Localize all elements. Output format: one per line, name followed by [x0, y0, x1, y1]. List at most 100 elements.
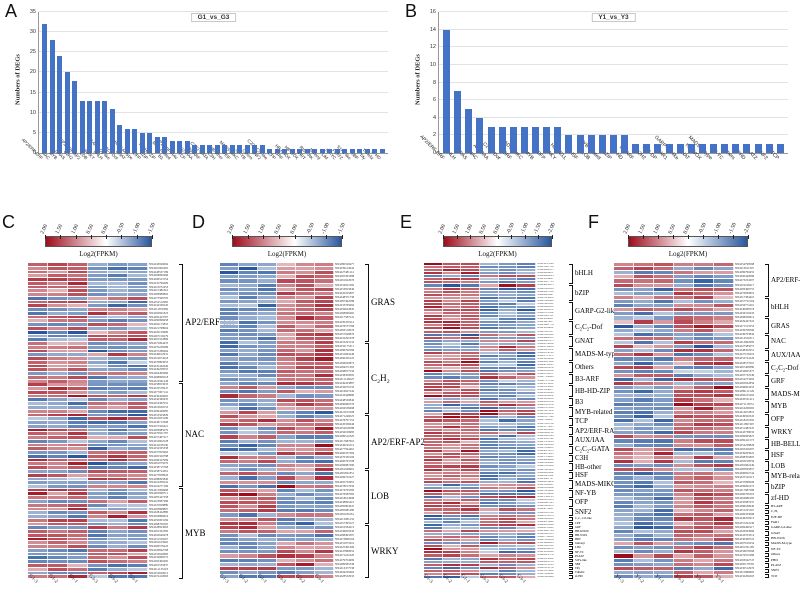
heatmap-cell	[654, 546, 674, 550]
heatmap-row	[614, 357, 734, 362]
family-rows	[424, 440, 537, 457]
heatmap-cell	[634, 558, 654, 562]
heatmap-cell	[498, 388, 518, 391]
plot-area: Y1_vs_Y3 0 2 4 6 8 10 12 14 16	[430, 9, 788, 156]
heatmap-cell	[239, 480, 258, 484]
heatmap-cell	[277, 542, 296, 546]
heatmap-cell	[517, 293, 537, 296]
heatmap-cell	[48, 334, 68, 338]
heatmap-cell	[634, 460, 654, 464]
heatmap-cell	[654, 418, 674, 423]
heatmap-cell	[424, 391, 443, 394]
heatmap-cell	[220, 263, 239, 267]
heatmap-cell	[498, 545, 518, 548]
gene-id: NNa090822744	[735, 472, 755, 476]
heatmap-row	[28, 515, 148, 519]
panel-f-heatmap: F 2.00 1.50 1.00 0.50 0.00 -0.50 -1.00 -1.50 -2.…	[588, 212, 800, 607]
heatmap-cell	[88, 296, 108, 300]
scale-tick-label: 2.00	[437, 223, 448, 235]
heatmap-cell	[654, 554, 674, 558]
heatmap-cell	[88, 556, 108, 560]
heatmap-cell	[498, 309, 518, 312]
heatmap-cell	[461, 450, 481, 453]
column-tick: G3-1	[127, 574, 148, 607]
gene-id: NNa020531411	[735, 398, 755, 402]
heatmap-cell	[315, 443, 334, 447]
gene-id: NNa010916265	[537, 287, 554, 290]
heatmap-cell	[277, 418, 296, 423]
heatmap-cell	[442, 397, 462, 401]
family-group: HB-WOX	[568, 533, 614, 538]
heatmap-cell	[461, 502, 481, 505]
heatmap-cell	[258, 546, 277, 550]
heatmap-cell	[517, 434, 537, 437]
heatmap-row	[28, 454, 148, 459]
heatmap-cell	[461, 281, 481, 284]
heatmap-cell	[128, 507, 148, 511]
heatmap-cell	[220, 304, 239, 308]
heatmap-row	[28, 496, 148, 500]
column-labels: Y1-3 Y1-2 Y1-1 Y3-3 Y3-2 Y3-1	[613, 574, 734, 607]
bar-cell	[608, 12, 619, 153]
heatmap-cell	[108, 507, 128, 511]
heatmap-cell	[277, 365, 296, 369]
heatmap-row	[220, 533, 334, 538]
heatmap-cell	[614, 361, 634, 365]
heatmap-cell	[654, 542, 674, 546]
heatmap-cell	[48, 289, 68, 293]
heatmap-row	[424, 450, 537, 454]
gene-id: NNa032175311	[335, 345, 355, 349]
heatmap-cell	[517, 526, 537, 529]
heatmap-cell	[88, 439, 108, 443]
heatmap-cell	[614, 382, 634, 386]
heatmap-cell	[108, 417, 128, 421]
gene-id: NNa014520311	[735, 336, 755, 340]
heatmap-cell	[296, 566, 315, 570]
heatmap-cell	[258, 505, 277, 509]
family-ids: NNa015986665	[735, 571, 764, 575]
family-group: MADS-MIKC	[568, 480, 616, 489]
gene-id: NNa081962249	[735, 464, 755, 468]
heatmap-cell	[674, 406, 694, 410]
heatmap-cell	[296, 525, 315, 529]
heatmap-cell	[461, 462, 481, 465]
heatmap-cell	[424, 477, 443, 480]
heatmap-cell	[108, 575, 128, 579]
heatmap-cell	[694, 521, 714, 525]
heatmap-cell	[28, 402, 48, 405]
heatmap-cell	[674, 439, 694, 443]
scale-tick-mark	[703, 235, 704, 239]
heatmap-cell	[714, 537, 734, 542]
heatmap-cell	[517, 361, 537, 364]
heatmap-cell	[480, 266, 499, 269]
heatmap-cell	[315, 349, 334, 353]
heatmap-cell	[88, 360, 108, 364]
heatmap-cell	[634, 492, 654, 496]
heatmap-row	[424, 526, 537, 530]
heatmap-cell	[88, 330, 108, 334]
heatmap-cell	[68, 353, 88, 357]
heatmap-cell	[480, 290, 499, 293]
heatmap-cell	[220, 562, 239, 566]
heatmap-cell	[424, 480, 443, 483]
heatmap-cell	[239, 386, 258, 390]
panel-letter-c: C	[2, 212, 15, 232]
gene-id: NNa080161964	[537, 523, 554, 526]
heatmap-cell	[674, 554, 694, 558]
heatmap-cell	[28, 338, 48, 342]
heatmap-cell	[694, 324, 714, 328]
heatmap-cell	[68, 349, 88, 353]
heatmap-cell	[634, 423, 654, 427]
heatmap-cell	[258, 353, 277, 357]
heatmap-cell	[277, 537, 296, 542]
heatmap-cell	[654, 402, 674, 406]
scale-tick-mark	[628, 235, 629, 239]
family-rows	[424, 572, 537, 576]
heatmap-cell	[442, 370, 462, 373]
heatmap-row	[424, 520, 537, 524]
heatmap-cell	[674, 332, 694, 336]
heatmap-row	[424, 361, 537, 365]
gene-id: NNa035240677	[537, 388, 554, 391]
heatmap-cell	[239, 525, 258, 529]
heatmap-row	[614, 558, 734, 563]
